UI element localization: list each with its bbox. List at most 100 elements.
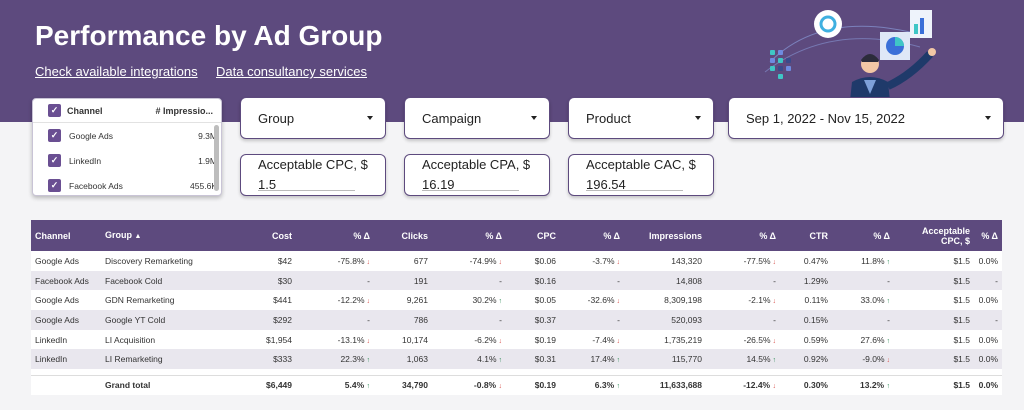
table-row[interactable]: Google Ads Discovery Remarketing $42 -75.8%…	[31, 251, 1002, 271]
arrow-down-icon: ↓	[614, 258, 620, 266]
table-row[interactable]: Facebook Ads Facebook Cold $30-191- $0.16-1…	[31, 270, 1002, 291]
acceptable-cpa-input[interactable]: Acceptable CPA, $ 16.19	[404, 154, 550, 196]
channel-header-label: Channel	[67, 105, 103, 116]
table-cell: 8,309,198	[664, 295, 702, 306]
arrow-down-icon: ↓	[364, 258, 370, 266]
acceptable-cpc-value[interactable]: 1.5	[258, 177, 277, 192]
table-cell: $0.31	[506, 349, 560, 370]
col-impressions[interactable]: Impressions	[624, 220, 706, 251]
table-cell: 786	[374, 310, 432, 330]
table-cell: $42	[277, 255, 292, 266]
arrow-up-icon: ↑	[884, 337, 890, 345]
table-row[interactable]: LinkedIn LI Acquisition $1,954 -13.1% ↓ 10,1…	[31, 330, 1002, 350]
table-cell: $292	[251, 310, 296, 330]
total-ctr: 0.30%	[780, 374, 832, 396]
table-cell: Google YT Cold	[101, 310, 251, 330]
table-cell: $1.5	[953, 334, 970, 345]
arrow-up-icon: ↑	[884, 298, 890, 306]
table-row[interactable]: Google Ads Google YT Cold $292-786- $0.37-5…	[31, 310, 1002, 330]
table-cell: -6.2% ↓	[474, 334, 502, 345]
channel-filter[interactable]: ✓ Channel # Impressio... ✓ Google Ads 9.…	[32, 98, 222, 196]
table-cell: -26.5% ↓	[743, 334, 776, 345]
table-cell: LinkedIn	[31, 349, 101, 370]
table-cell: 14.5% ↑	[706, 349, 780, 370]
grand-total-label: Grand total	[101, 374, 251, 396]
col-cost-delta[interactable]: % Δ	[296, 220, 374, 251]
acceptable-cpa-value[interactable]: 16.19	[422, 177, 455, 192]
input-underline	[586, 190, 683, 191]
checkbox-google-ads[interactable]: ✓	[48, 129, 61, 142]
col-clicks-delta[interactable]: % Δ	[432, 220, 506, 251]
table-cell: 0.0%	[978, 334, 998, 345]
col-cost[interactable]: Cost	[251, 220, 296, 251]
arrow-up-icon: ↑	[366, 383, 371, 391]
table-cell: -	[432, 270, 506, 291]
arrow-up-icon: ↑	[770, 357, 776, 365]
table-cell: 1.29%	[780, 270, 832, 291]
checkbox-linkedin[interactable]: ✓	[48, 154, 61, 167]
channel-option[interactable]: ✓ Facebook Ads 455.6K	[33, 173, 221, 195]
col-cpc[interactable]: CPC	[506, 220, 560, 251]
col-acceptable-cpc-delta[interactable]: % Δ	[974, 220, 1002, 251]
channel-option-label: Google Ads	[69, 130, 113, 141]
table-cell: GDN Remarketing	[105, 295, 175, 306]
table-cell: 143,320	[671, 255, 702, 266]
campaign-dropdown-label: Campaign	[422, 110, 482, 126]
col-ctr-delta[interactable]: % Δ	[832, 220, 894, 251]
table-cell: -	[560, 270, 624, 291]
input-underline	[258, 190, 355, 191]
consultancy-link[interactable]: Data consultancy services	[216, 64, 368, 79]
col-acceptable-cpc[interactable]: Acceptable CPC, $	[894, 220, 974, 251]
table-row[interactable]: LinkedIn LI Remarketing $333 22.3% ↑ 1,063 4.…	[31, 349, 1002, 370]
page-title: Performance by Ad Group	[35, 20, 383, 51]
arrow-down-icon: ↓	[770, 298, 776, 306]
table-cell: $0.06	[534, 255, 556, 266]
integrations-link[interactable]: Check available integrations	[35, 64, 198, 79]
table-cell: 0.0%	[978, 295, 998, 306]
table-cell: 9,261	[406, 295, 428, 306]
arrow-down-icon: ↓	[772, 383, 777, 391]
total-cost-delta: 5.4% ↑	[296, 374, 374, 396]
col-clicks[interactable]: Clicks	[374, 220, 432, 251]
channel-option[interactable]: ✓ LinkedIn 1.9M	[33, 148, 221, 173]
campaign-dropdown[interactable]: Campaign	[404, 97, 550, 139]
table-cell: -74.9% ↓	[469, 255, 502, 266]
acceptable-cac-input[interactable]: Acceptable CAC, $ 196.54	[568, 154, 714, 196]
table-cell: Facebook Cold	[101, 270, 251, 291]
channel-option[interactable]: ✓ Google Ads 9.3M	[33, 123, 221, 148]
table-cell: -9.0% ↓	[832, 349, 894, 370]
date-range-picker[interactable]: Sep 1, 2022 - Nov 15, 2022	[728, 97, 1004, 139]
table-row[interactable]: Google Ads GDN Remarketing $441 -12.2% ↓ 9,2…	[31, 290, 1002, 310]
channel-option-label: LinkedIn	[69, 155, 102, 166]
select-all-checkbox[interactable]: ✓	[48, 104, 61, 117]
col-ctr[interactable]: CTR	[780, 220, 832, 251]
arrow-down-icon: ↓	[496, 258, 502, 266]
table-cell: 27.6% ↑	[860, 334, 890, 345]
table-cell: $30	[251, 270, 296, 291]
table-cell: 4.1% ↑	[432, 349, 506, 370]
channel-option-label: Facebook Ads	[69, 180, 123, 191]
arrow-up-icon: ↑	[886, 383, 891, 391]
table-cell: 520,093	[624, 310, 706, 330]
acceptable-cac-value[interactable]: 196.54	[586, 177, 626, 192]
table-cell: 0.59%	[803, 334, 828, 345]
col-impressions-delta[interactable]: % Δ	[706, 220, 780, 251]
channel-filter-scrollbar[interactable]	[214, 125, 219, 191]
sort-asc-icon: ▲	[134, 232, 142, 240]
acceptable-cpc-input[interactable]: Acceptable CPC, $ 1.5	[240, 154, 386, 196]
col-channel[interactable]: Channel	[31, 220, 101, 251]
col-cpc-delta[interactable]: % Δ	[560, 220, 624, 251]
checkbox-facebook-ads[interactable]: ✓	[48, 179, 61, 192]
table-cell: 10,174	[402, 334, 428, 345]
table-cell: 17.4% ↑	[560, 349, 624, 370]
table-cell: -	[296, 310, 374, 330]
table-cell: Google Ads	[35, 295, 79, 306]
product-dropdown[interactable]: Product	[568, 97, 714, 139]
col-group[interactable]: Group ▲	[101, 220, 251, 251]
table-cell: 0.11%	[804, 295, 828, 306]
total-acceptable-cpc-delta: 0.0%	[974, 374, 1002, 396]
table-cell: 677	[413, 255, 428, 266]
group-dropdown[interactable]: Group	[240, 97, 386, 139]
total-impressions-delta: -12.4% ↓	[706, 374, 780, 396]
table-cell: 30.2% ↑	[472, 295, 502, 306]
